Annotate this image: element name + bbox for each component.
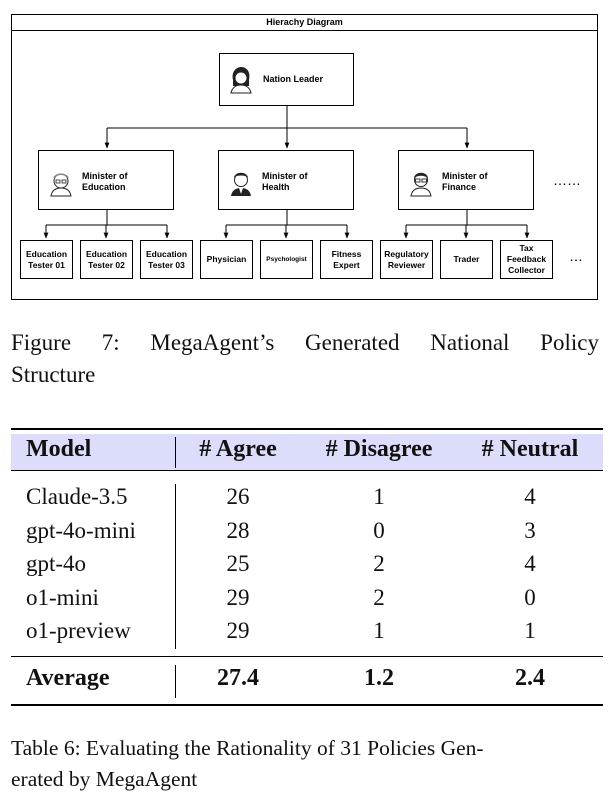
table-caption-line1: Table 6: Evaluating the Rationality of 3… bbox=[11, 736, 484, 760]
table-cell: 2 bbox=[373, 551, 385, 576]
table-cell: 0 bbox=[524, 585, 536, 610]
table-cell: 1 bbox=[524, 618, 536, 643]
minister-education-node: Minister of Education bbox=[38, 150, 174, 210]
table-cell: o1-mini bbox=[26, 585, 99, 610]
caption-word: National bbox=[430, 330, 510, 355]
table-cell: 29 bbox=[226, 618, 250, 643]
table-cell: 1 bbox=[373, 484, 385, 509]
minister-finance-node: Minister of Finance bbox=[398, 150, 534, 210]
average-disagree: 1.2 bbox=[364, 665, 394, 691]
minister-health-node: Minister of Health bbox=[218, 150, 354, 210]
header-neutral: # Neutral bbox=[481, 436, 579, 462]
table-cell: 2 bbox=[373, 585, 385, 610]
header-disagree: # Disagree bbox=[325, 436, 433, 462]
table-cell: 29 bbox=[226, 585, 250, 610]
table-caption-line2: erated by MegaAgent bbox=[11, 767, 198, 791]
leaf-education-tester-03: Education Tester 03 bbox=[140, 240, 193, 279]
leaf-trader: Trader bbox=[440, 240, 493, 279]
header-agree: # Agree bbox=[199, 436, 277, 462]
column-separator bbox=[175, 437, 177, 468]
caption-word: Figure bbox=[11, 330, 72, 355]
leaf-education-tester-01: Education Tester 01 bbox=[20, 240, 73, 279]
table-cell: gpt-4o bbox=[26, 551, 87, 576]
table-average-rule bbox=[11, 656, 603, 658]
caption-word: Policy bbox=[540, 330, 599, 355]
figure-caption-line1: Figure 7: MegaAgent’s Generated National… bbox=[11, 327, 599, 359]
leaf-fitness-expert: Fitness Expert bbox=[320, 240, 373, 279]
elderly-man-glasses-avatar-icon bbox=[50, 173, 72, 197]
table-bottom-rule bbox=[11, 704, 603, 706]
table-cell: 0 bbox=[373, 518, 385, 543]
caption-word: 7: bbox=[101, 330, 120, 355]
more-ministers-ellipsis: …… bbox=[553, 172, 581, 188]
caption-word: MegaAgent’s bbox=[150, 330, 275, 355]
table-cell: 4 bbox=[524, 551, 536, 576]
table-cell: Claude-3.5 bbox=[26, 484, 128, 509]
man-glasses-avatar-icon bbox=[410, 172, 432, 197]
table-cell: gpt-4o-mini bbox=[26, 518, 136, 543]
leaf-physician: Physician bbox=[200, 240, 253, 279]
nation-leader-node: Nation Leader bbox=[219, 53, 354, 106]
man-suit-avatar-icon bbox=[231, 172, 251, 196]
minister-education-label: Minister of Education bbox=[82, 171, 128, 192]
leaf-education-tester-02: Education Tester 02 bbox=[80, 240, 133, 279]
diagram-title: Hierachy Diagram bbox=[12, 15, 597, 31]
table-cell: 3 bbox=[524, 518, 536, 543]
average-label: Average bbox=[26, 665, 110, 691]
figure-caption-line2: Structure bbox=[11, 362, 96, 387]
woman-avatar-icon bbox=[230, 67, 252, 94]
table-header-rule bbox=[11, 470, 603, 472]
table-cell: 28 bbox=[226, 518, 250, 543]
nation-leader-label: Nation Leader bbox=[263, 74, 324, 84]
column-separator bbox=[175, 484, 177, 649]
table-cell: o1-preview bbox=[26, 618, 131, 643]
table-cell: 4 bbox=[524, 484, 536, 509]
table-top-rule bbox=[11, 428, 603, 430]
minister-health-label: Minister of Health bbox=[262, 171, 308, 192]
average-agree: 27.4 bbox=[217, 665, 259, 691]
table-header-band bbox=[11, 434, 603, 470]
average-neutral: 2.4 bbox=[515, 665, 545, 691]
hierarchy-diagram: Hierachy Diagram bbox=[11, 14, 598, 300]
column-separator bbox=[175, 665, 177, 698]
table-cell: 25 bbox=[226, 551, 250, 576]
minister-finance-label: Minister of Finance bbox=[442, 171, 488, 192]
leaf-regulatory-reviewer: Regulatory Reviewer bbox=[380, 240, 433, 279]
more-leaves-ellipsis: … bbox=[569, 248, 583, 264]
leaf-psychologist: Psychologist bbox=[260, 240, 313, 279]
table-caption: Table 6: Evaluating the Rationality of 3… bbox=[11, 733, 601, 795]
caption-word: Generated bbox=[305, 330, 400, 355]
leaf-tax-feedback-collector: Tax Feedback Collector bbox=[500, 240, 553, 279]
figure-caption: Figure 7: MegaAgent’s Generated National… bbox=[11, 327, 599, 391]
table-cell: 26 bbox=[226, 484, 250, 509]
diagram-connectors bbox=[43, 106, 530, 239]
header-model: Model bbox=[26, 436, 92, 462]
table-cell: 1 bbox=[373, 618, 385, 643]
